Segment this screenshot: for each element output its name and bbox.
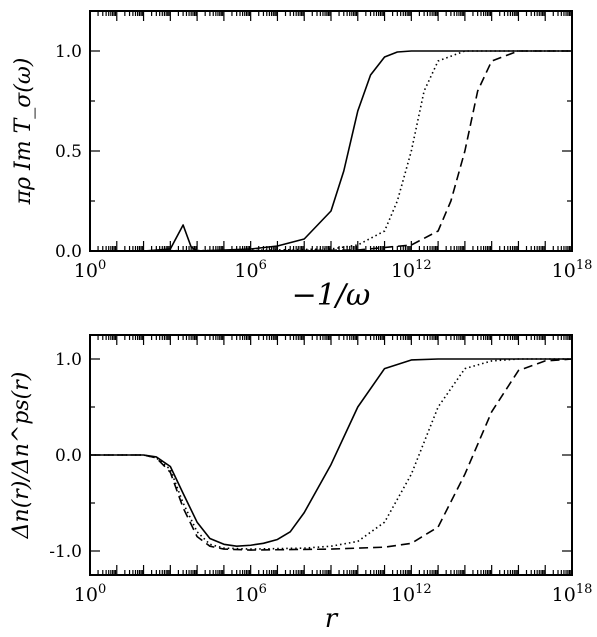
- y-tick-label: 0.0: [55, 242, 82, 262]
- x-tick-label: 100: [74, 582, 106, 606]
- x-tick-label: 1012: [391, 582, 432, 606]
- x-tick-label: 1012: [391, 258, 432, 282]
- y-axis-label: Δn(r)/Δn^ps(r): [9, 372, 34, 540]
- series-line-dashed: [90, 358, 572, 551]
- y-tick-label: 1.0: [55, 42, 82, 62]
- x-tick-label: 106: [234, 258, 266, 282]
- x-axis-label: r: [325, 604, 339, 634]
- plot-frame: [89, 10, 573, 252]
- x-tick-label: 1018: [552, 582, 593, 606]
- plot-frame: [89, 334, 573, 576]
- x-axis-label: −1/ω: [292, 278, 371, 313]
- y-tick-label: 0.5: [55, 142, 82, 162]
- y-tick-label: 1.0: [55, 350, 82, 370]
- x-tick-label: 1018: [552, 258, 593, 282]
- y-tick-label: -1.0: [49, 542, 82, 562]
- top-panel: 100 106 1012 1018 0.0 0.5 1.0 −1/ω πρ Im T_σ(ω): [11, 10, 593, 313]
- x-tick-label: 100: [74, 258, 106, 282]
- y-axis-label: πρ Im T_σ(ω): [11, 58, 36, 206]
- bottom-panel: 100 106 1012 1018 -1.0 0.0 1.0 r Δn(r)/Δn^ps(r): [9, 334, 593, 634]
- series-line-dotted: [90, 50, 572, 251]
- series-line-solid: [90, 50, 572, 251]
- series-line-dashed: [90, 50, 572, 251]
- x-tick-label: 106: [234, 582, 266, 606]
- y-tick-label: 0.0: [55, 446, 82, 466]
- series-line-solid: [90, 358, 572, 547]
- series-line-dotted: [90, 358, 572, 550]
